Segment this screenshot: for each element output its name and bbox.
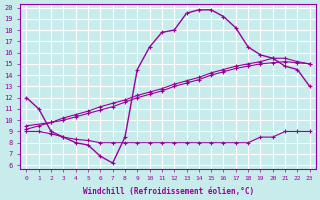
X-axis label: Windchill (Refroidissement éolien,°C): Windchill (Refroidissement éolien,°C) [83, 187, 254, 196]
